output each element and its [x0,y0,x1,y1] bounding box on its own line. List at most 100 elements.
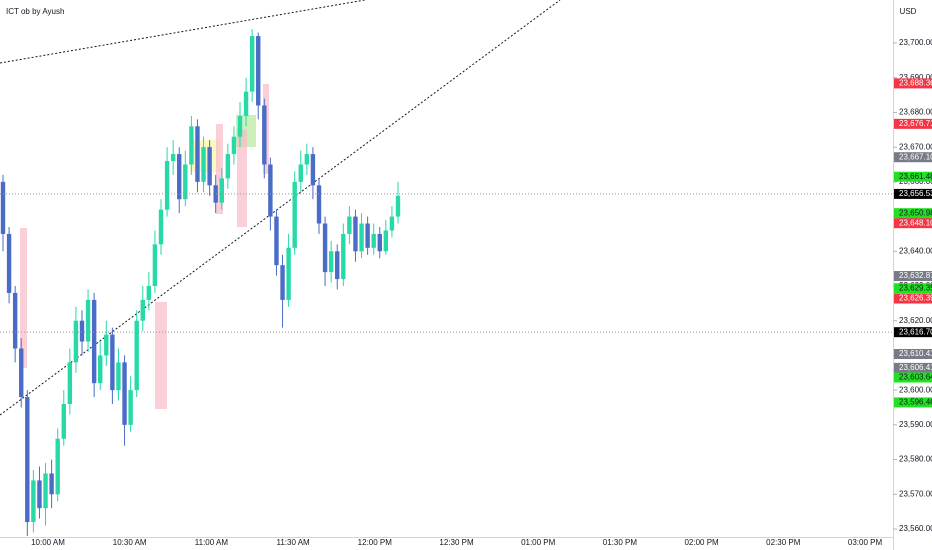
candle-body [322,223,328,273]
price-tag [894,397,932,408]
order-block [237,130,247,227]
price-tag-label: 23,648.10 [899,218,932,227]
order-block [20,228,27,368]
x-tick-label: 11:30 AM [276,538,310,547]
candle-body [12,292,18,349]
price-tag [894,152,932,163]
candle-body [219,178,224,203]
price-tag-label: 23,632.87 [899,271,932,280]
price-tag [894,349,932,360]
candle-body [146,286,152,300]
price-tag [894,283,932,294]
candle-body [158,209,164,245]
x-tick-label: 01:30 PM [603,538,638,547]
candle-body [383,230,389,252]
y-tick-label: 23,620.00 [899,316,932,325]
candle-body [195,126,200,182]
y-tick-label: 23,570.00 [899,489,932,498]
candle-body [256,36,261,106]
candle-body [189,126,194,165]
candle-body [359,223,364,252]
candle-body [371,233,376,248]
candle-body [268,164,273,217]
price-tag-label: 23,661.48 [899,172,932,181]
y-tick-label: 23,640.00 [899,246,932,255]
candle-body [274,216,279,266]
price-tag [894,188,932,199]
candle-body [213,185,218,203]
candle-body [177,154,182,200]
candle-body [231,136,237,155]
candle-body [116,362,121,391]
candle-body [98,355,103,384]
price-tag [894,362,932,373]
order-block [155,302,167,409]
candle-body [128,390,133,425]
candle-body [341,233,346,280]
candle-body [377,233,382,252]
y-tick-label: 23,670.00 [899,142,932,151]
candle-body [140,299,145,321]
candle-body [110,334,115,391]
price-tag-label: 23,596.46 [899,398,932,407]
candle-body [85,299,91,342]
x-tick-label: 02:30 PM [766,538,801,547]
candle-body [243,91,249,116]
currency-label: USD [900,7,917,16]
price-tag-label: 23,606.41 [899,363,932,372]
x-tick-label: 01:00 PM [521,538,556,547]
candle-body [31,480,36,523]
candle-body [389,216,395,231]
y-tick-label: 23,690.00 [899,73,932,82]
candle-body [395,195,401,217]
candle-body [304,154,310,165]
candle-body [104,334,109,356]
candle-body [43,473,48,509]
candle-body [292,181,297,248]
candle-body [237,115,243,137]
price-tag [894,208,932,219]
x-tick-label: 12:30 PM [439,538,474,547]
candle-body [91,299,97,384]
candle-body [365,223,370,248]
candle-body [79,320,85,342]
candle-body [201,147,206,182]
candle-body [249,36,255,92]
x-tick-label: 10:30 AM [113,538,147,547]
candle-body [262,105,267,165]
price-tag-label: 23,610.41 [899,349,932,358]
order-block [216,124,223,214]
candle-body [316,185,322,224]
price-tag-label: 23,616.70 [899,327,932,336]
candle-body [61,404,66,439]
candle-body [335,251,340,280]
y-tick-label: 23,700.00 [899,38,932,47]
candle-body [55,438,60,495]
candle-body [183,164,188,200]
candle-body [298,164,303,182]
candle-body [122,362,127,425]
price-tag-label: 23,667.10 [899,152,932,161]
price-tag-label: 23,629.35 [899,283,932,292]
candle-body [0,181,6,234]
price-tag-label: 23,650.98 [899,208,932,217]
price-tag [894,327,932,338]
x-tick-label: 11:00 AM [195,538,229,547]
price-tag [894,218,932,229]
price-tag [894,78,932,89]
candle-body [152,244,158,286]
price-tag [894,271,932,282]
y-tick-label: 23,600.00 [899,385,932,394]
x-tick-label: 02:00 PM [684,538,719,547]
candle-body [25,397,30,523]
candle-body [49,473,54,495]
y-tick-label: 23,680.00 [899,108,932,117]
candle-body [353,216,358,252]
indicator-title: ICT ob by Ayush [6,7,64,16]
candle-body [170,154,176,162]
x-tick-label: 12:00 PM [358,538,393,547]
price-tag-label: 23,688.36 [899,79,932,88]
candle-body [280,265,285,300]
